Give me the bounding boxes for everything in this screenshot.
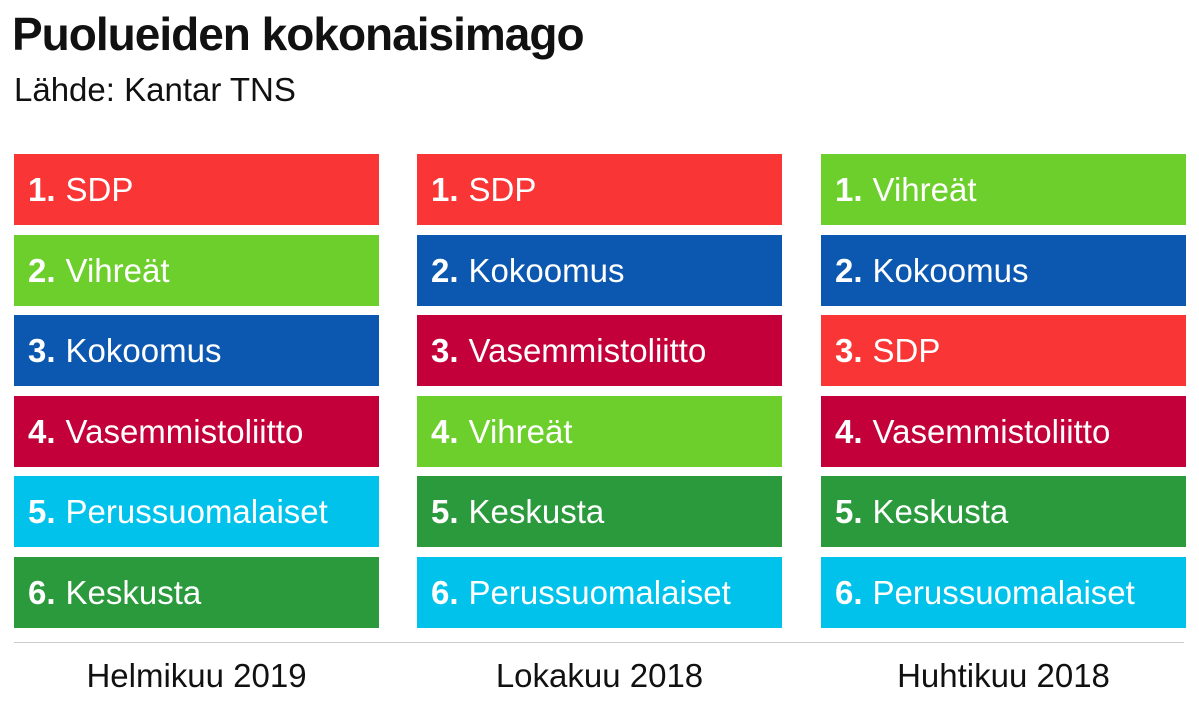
party-name: SDP xyxy=(468,171,537,208)
rank-bar: 1. SDP xyxy=(14,154,379,225)
rank-bar: 4. Vasemmistoliitto xyxy=(14,396,379,467)
rank-bar: 3. SDP xyxy=(821,315,1186,386)
rank-bar: 1. SDP xyxy=(417,154,782,225)
rank-bar: 5. Keskusta xyxy=(417,476,782,547)
party-name: Vihreät xyxy=(65,252,170,289)
party-name: Perussuomalaiset xyxy=(468,574,731,611)
party-name: Vasemmistoliitto xyxy=(872,413,1111,450)
rank-number: 3. xyxy=(28,332,56,369)
rank-bar: 6. Keskusta xyxy=(14,557,379,628)
party-name: Vihreät xyxy=(872,171,977,208)
party-name: Vihreät xyxy=(468,413,573,450)
rank-bar: 5. Keskusta xyxy=(821,476,1186,547)
rank-bar: 3. Kokoomus xyxy=(14,315,379,386)
rank-number: 3. xyxy=(835,332,863,369)
party-name: Vasemmistoliitto xyxy=(468,332,707,369)
rank-bar: 5. Perussuomalaiset xyxy=(14,476,379,547)
rank-number: 2. xyxy=(835,252,863,289)
party-name: SDP xyxy=(65,171,134,208)
rank-number: 4. xyxy=(835,413,863,450)
party-name: Keskusta xyxy=(468,493,605,530)
rank-number: 6. xyxy=(835,574,863,611)
rank-number: 3. xyxy=(431,332,459,369)
party-name: Keskusta xyxy=(872,493,1009,530)
rank-bar: 2. Kokoomus xyxy=(821,235,1186,306)
party-name: SDP xyxy=(872,332,941,369)
rank-bar: 4. Vasemmistoliitto xyxy=(821,396,1186,467)
rank-number: 5. xyxy=(835,493,863,530)
party-name: Kokoomus xyxy=(468,252,625,289)
rank-bar: 6. Perussuomalaiset xyxy=(821,557,1186,628)
rank-number: 2. xyxy=(431,252,459,289)
rank-bar: 6. Perussuomalaiset xyxy=(417,557,782,628)
rank-number: 2. xyxy=(28,252,56,289)
rank-bar: 1. Vihreät xyxy=(821,154,1186,225)
chart-title: Puolueiden kokonaisimago xyxy=(12,8,585,60)
column-label: Helmikuu 2019 xyxy=(86,657,307,694)
rank-number: 1. xyxy=(431,171,459,208)
rank-bar: 2. Kokoomus xyxy=(417,235,782,306)
party-name: Perussuomalaiset xyxy=(65,493,328,530)
rank-number: 4. xyxy=(431,413,459,450)
rank-bar: 2. Vihreät xyxy=(14,235,379,306)
rank-number: 1. xyxy=(28,171,56,208)
party-name: Kokoomus xyxy=(872,252,1029,289)
party-name: Keskusta xyxy=(65,574,202,611)
baseline-divider xyxy=(14,642,1184,643)
rank-number: 6. xyxy=(431,574,459,611)
column-label: Huhtikuu 2018 xyxy=(897,657,1110,694)
rank-number: 4. xyxy=(28,413,56,450)
rank-bar: 3. Vasemmistoliitto xyxy=(417,315,782,386)
party-name: Kokoomus xyxy=(65,332,222,369)
rank-number: 5. xyxy=(431,493,459,530)
column-label: Lokakuu 2018 xyxy=(495,657,704,694)
party-name: Perussuomalaiset xyxy=(872,574,1135,611)
party-name: Vasemmistoliitto xyxy=(65,413,304,450)
rank-bar: 4. Vihreät xyxy=(417,396,782,467)
rank-number: 1. xyxy=(835,171,863,208)
rank-number: 5. xyxy=(28,493,56,530)
chart-subtitle: Lähde: Kantar TNS xyxy=(14,71,296,108)
rank-number: 6. xyxy=(28,574,56,611)
ranking-columns: 1. SDP 2. Vihreät 3. Kokoomus 4. Vasemmistoliit… xyxy=(0,154,1199,694)
